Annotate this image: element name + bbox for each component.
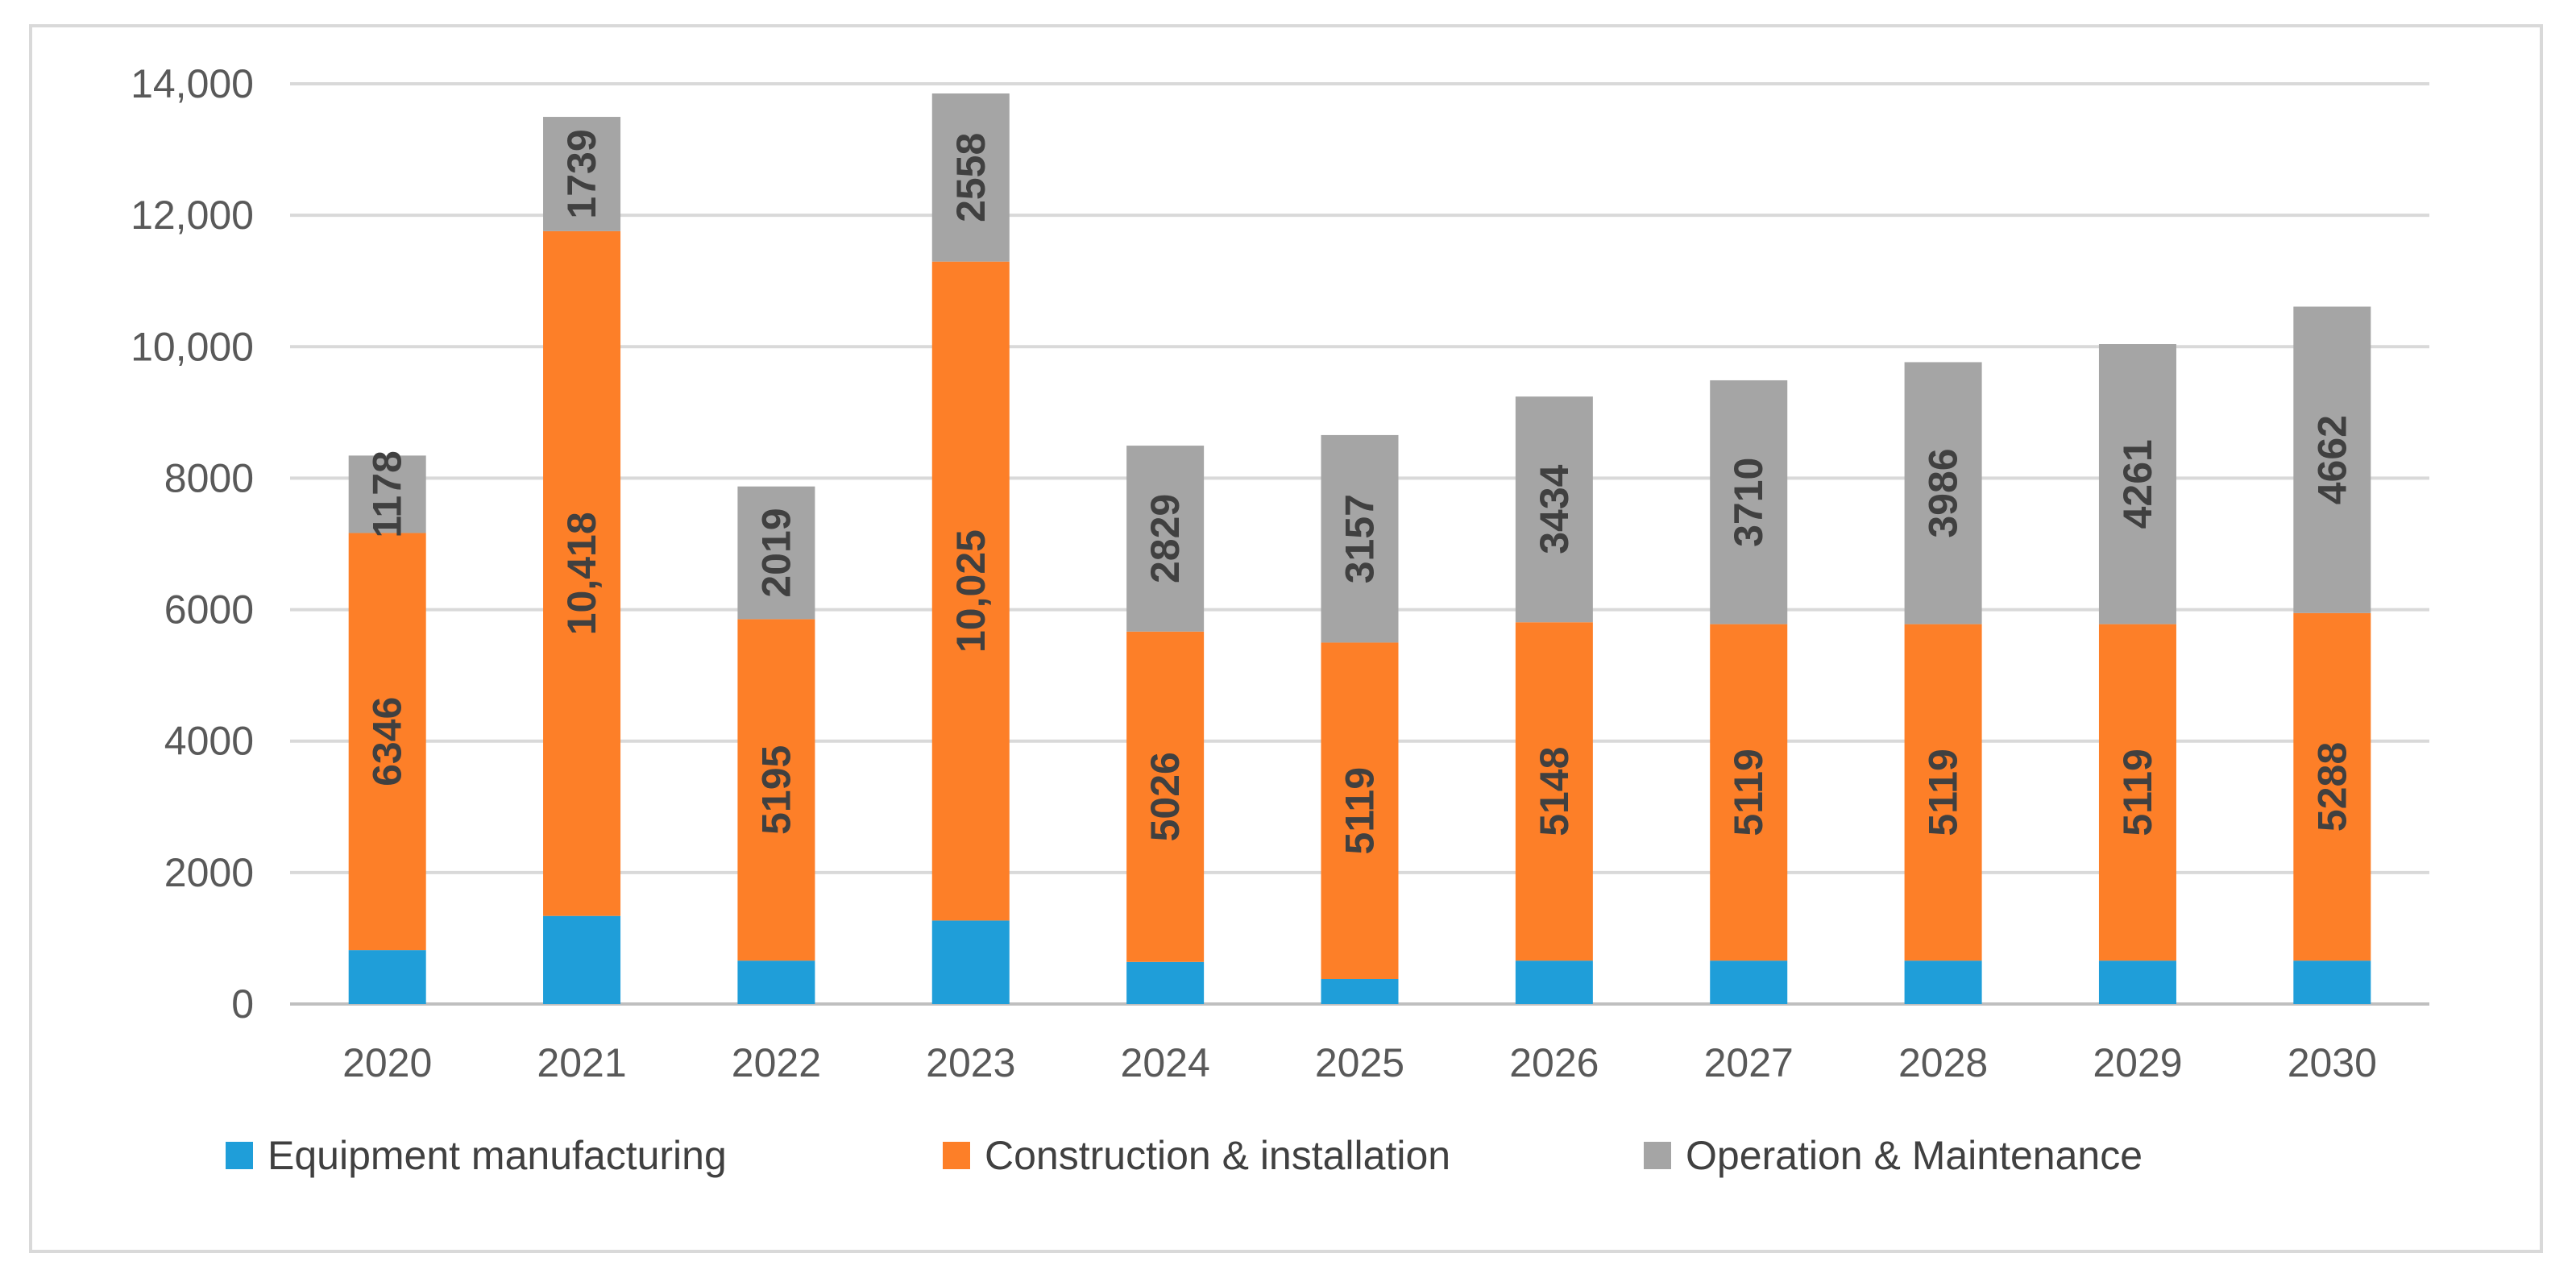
data-label-2030: 4662 [2309,415,2354,504]
x-tick-label-2027: 2027 [1704,1040,1794,1085]
bar-equipment-manufacturing-2027 [1710,960,1788,1004]
bar-construction-installation-2021 [543,230,621,916]
bar-operation-maintenance-2028 [1904,362,1982,624]
data-label-2027: 3710 [1726,458,1771,547]
y-tick-label: 12,000 [131,193,254,238]
bar-operation-maintenance-2027 [1710,380,1788,624]
y-axis: 0 2000 4000 6000 8000 10,000 12,000 14,000 [131,61,254,1027]
data-label-2022: 5195 [753,745,799,835]
legend: Equipment manufacturing Construction & in… [226,1133,2143,1178]
data-label-2020: 6346 [365,697,410,786]
x-tick-label-2023: 2023 [926,1040,1015,1085]
bar-construction-installation-2027 [1710,624,1788,961]
legend-item-construction-installation: Construction & installation [943,1133,1450,1178]
legend-label: Construction & installation [985,1133,1450,1178]
y-tick-label: 6000 [164,587,254,633]
bar-construction-installation-2026 [1515,622,1593,961]
bar-equipment-manufacturing-2021 [543,915,621,1004]
bar-operation-maintenance-2026 [1515,396,1593,623]
bar-operation-maintenance-2025 [1321,434,1399,643]
x-tick-label-2030: 2030 [2288,1040,2377,1085]
data-labels: 6346 1178 10,418 1739 5195 2019 10,025 2558 5026… [365,129,2355,854]
data-label-2026: 3434 [1532,464,1577,554]
y-tick-label: 0 [231,981,254,1027]
bar-operation-maintenance-2022 [737,486,815,620]
bar-equipment-manufacturing-2025 [1321,979,1399,1004]
legend-swatch [226,1142,253,1169]
data-label-2025: 5119 [1338,767,1383,854]
x-tick-label-2020: 2020 [342,1040,432,1085]
x-tick-label-2022: 2022 [732,1040,821,1085]
bar-construction-installation-2025 [1321,642,1399,980]
bar-equipment-manufacturing-2028 [1904,960,1982,1004]
bar-operation-maintenance-2030 [2293,306,2371,613]
data-label-2021: 10,418 [559,512,604,635]
y-tick-label: 4000 [164,719,254,764]
bar-construction-installation-2022 [737,619,815,961]
y-tick-label: 8000 [164,455,254,500]
data-label-2023: 2558 [948,133,993,222]
stacked-bar-chart: 0 2000 4000 6000 8000 10,000 12,000 14,000 6346… [131,61,2429,1178]
data-label-2025: 3157 [1338,494,1383,583]
bar-construction-installation-2028 [1904,624,1982,961]
bar-construction-installation-2030 [2293,612,2371,961]
chart-frame: 0 2000 4000 6000 8000 10,000 12,000 14,000 6346… [29,24,2543,1253]
x-tick-label-2025: 2025 [1315,1040,1404,1085]
data-label-2024: 5026 [1143,752,1188,841]
bar-equipment-manufacturing-2029 [2098,960,2176,1004]
bars [348,93,2371,1004]
bar-equipment-manufacturing-2024 [1126,961,1205,1004]
data-label-2029: 4261 [2115,439,2160,529]
x-tick-label-2021: 2021 [537,1040,626,1085]
x-tick-label-2026: 2026 [1509,1040,1599,1085]
x-tick-label-2024: 2024 [1121,1040,1210,1085]
legend-swatch [943,1142,970,1169]
y-tick-label: 14,000 [131,61,254,106]
x-axis: 2020 2021 2022 2023 2024 2025 2026 2027 2028 2029… [342,1040,2377,1085]
data-label-2020: 1178 [365,450,410,537]
bar-equipment-manufacturing-2023 [931,920,1010,1004]
bar-construction-installation-2024 [1126,631,1205,962]
data-label-2030: 5288 [2309,742,2354,832]
data-label-2022: 2019 [753,508,799,597]
bar-operation-maintenance-2020 [348,455,426,533]
bar-equipment-manufacturing-2022 [737,960,815,1004]
bar-construction-installation-2023 [931,261,1010,921]
bar-operation-maintenance-2023 [931,93,1010,262]
bar-construction-installation-2020 [348,533,426,951]
legend-item-operation-maintenance: Operation & Maintenance [1644,1133,2143,1178]
y-tick-label: 10,000 [131,324,254,369]
data-label-2028: 5119 [1921,749,1966,836]
y-tick-label: 2000 [164,850,254,895]
x-tick-label-2028: 2028 [1898,1040,1988,1085]
data-label-2026: 5148 [1532,747,1577,836]
bar-operation-maintenance-2029 [2098,344,2176,624]
data-label-2027: 5119 [1726,749,1771,836]
legend-label: Operation & Maintenance [1686,1133,2143,1178]
bar-operation-maintenance-2021 [543,117,621,231]
x-tick-label-2029: 2029 [2093,1040,2182,1085]
data-label-2029: 5119 [2115,749,2160,836]
bar-equipment-manufacturing-2030 [2293,960,2371,1004]
legend-swatch [1644,1142,1671,1169]
data-label-2021: 1739 [559,129,604,218]
data-label-2023: 10,025 [948,529,993,653]
bar-equipment-manufacturing-2026 [1515,960,1593,1004]
data-label-2024: 2829 [1143,494,1188,583]
legend-label: Equipment manufacturing [268,1133,727,1178]
data-label-2028: 3986 [1921,448,1966,537]
bar-construction-installation-2029 [2098,624,2176,961]
legend-item-equipment-manufacturing: Equipment manufacturing [226,1133,727,1178]
bar-equipment-manufacturing-2020 [348,950,426,1004]
bar-operation-maintenance-2024 [1126,446,1205,632]
